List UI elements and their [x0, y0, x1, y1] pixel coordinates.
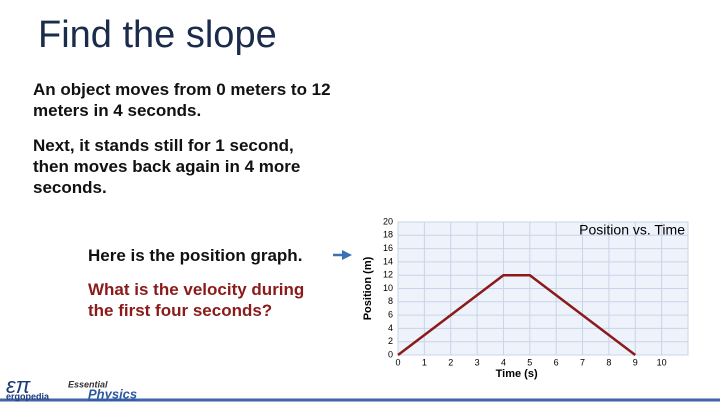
x-tick-label: 4 [501, 357, 506, 367]
data-line [397, 273, 637, 356]
question: What is the velocity during the first fo… [88, 280, 305, 320]
x-tick-label: 1 [422, 357, 427, 367]
callout: Here is the position graph. [88, 246, 303, 265]
x-tick-label: 3 [475, 357, 480, 367]
y-tick-label: 16 [383, 243, 393, 253]
x-tick-label: 2 [448, 357, 453, 367]
y-tick-label: 4 [388, 323, 393, 333]
x-tick-label: 5 [527, 357, 532, 367]
x-tick-label: 8 [606, 357, 611, 367]
arrow-head [342, 250, 352, 260]
paragraph: An object moves from 0 meters to 12 mete… [33, 80, 331, 120]
y-tick-label: 12 [383, 270, 393, 280]
x-tick-label: 0 [395, 357, 400, 367]
x-tick-label: 7 [580, 357, 585, 367]
y-tick-label: 8 [388, 296, 393, 306]
y-axis-label: Position (m) [362, 256, 374, 320]
y-tick-label: 18 [383, 230, 393, 240]
x-tick-label: 10 [657, 357, 667, 367]
slide-title: Find the slope [38, 14, 277, 56]
logo-symbol: επ [6, 373, 32, 398]
y-tick-label: 6 [388, 309, 393, 319]
chart-title: Position vs. Time [579, 222, 685, 238]
x-axis-label: Time (s) [496, 368, 538, 380]
y-tick-label: 10 [383, 283, 393, 293]
x-tick-label: 6 [554, 357, 559, 367]
y-tick-label: 20 [383, 216, 393, 226]
paragraph: Next, it stands still for 1 second, then… [33, 136, 301, 197]
y-tick-label: 0 [388, 349, 393, 359]
y-tick-label: 2 [388, 336, 393, 346]
logo-series: Physics [88, 386, 137, 401]
logo-series: Essential [68, 379, 108, 389]
y-tick-label: 14 [383, 256, 393, 266]
x-tick-label: 9 [633, 357, 638, 367]
logo-name: ergopedia [6, 391, 50, 401]
